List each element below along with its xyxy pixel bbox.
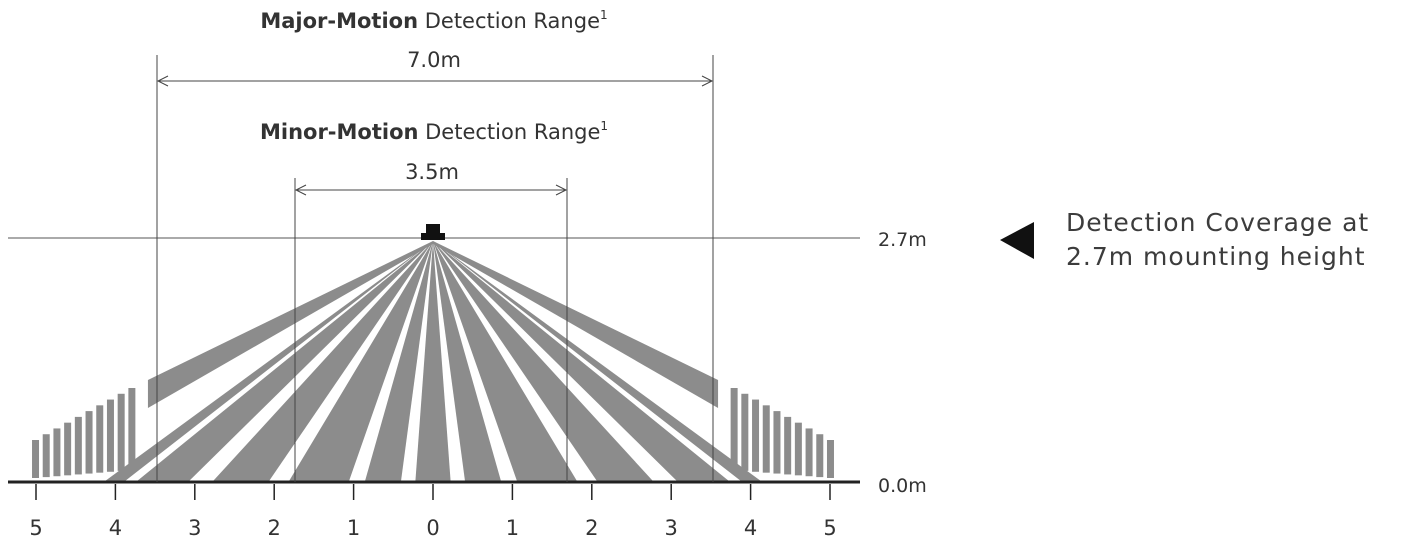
x-tick-label: 4 xyxy=(744,516,757,540)
detection-dash xyxy=(773,411,781,474)
detection-dash xyxy=(117,393,125,471)
detection-dash xyxy=(85,411,93,474)
major-range-title: Major-Motion Detection Range1 xyxy=(260,8,607,33)
mount-height-label: 2.7m xyxy=(878,229,927,251)
detection-ray xyxy=(135,241,433,482)
x-tick-label: 1 xyxy=(506,516,519,540)
left-triangle-icon xyxy=(1000,222,1034,259)
detection-dash xyxy=(74,416,82,475)
annotation-line-2: 2.7m mounting height xyxy=(1066,242,1366,271)
x-tick-label: 4 xyxy=(109,516,122,540)
detection-dash xyxy=(762,405,770,473)
outer-detection-band xyxy=(433,241,719,408)
detection-ray xyxy=(288,241,433,482)
annotation-line-1: Detection Coverage at xyxy=(1066,208,1370,237)
detection-ray xyxy=(433,241,654,482)
detection-ray xyxy=(433,241,763,482)
x-tick-label: 2 xyxy=(268,516,281,540)
detection-ray xyxy=(364,241,433,482)
detection-dash xyxy=(805,428,813,477)
outer-detection-band xyxy=(147,241,433,408)
detection-ray xyxy=(433,241,731,482)
detection-dash xyxy=(42,434,50,478)
detection-ray xyxy=(433,241,578,482)
sensor-icon xyxy=(421,224,445,240)
detection-dash xyxy=(96,405,104,473)
x-tick-label: 3 xyxy=(665,516,678,540)
x-tick-label: 2 xyxy=(585,516,598,540)
detection-dash xyxy=(106,399,114,472)
minor-range-value: 3.5m xyxy=(405,160,459,184)
x-tick-label: 5 xyxy=(29,516,42,540)
x-tick-label: 3 xyxy=(188,516,201,540)
detection-dash xyxy=(816,434,824,478)
detection-dash xyxy=(128,388,136,470)
detection-dash xyxy=(752,399,760,472)
ground-height-label: 0.0m xyxy=(878,475,927,497)
detection-ray xyxy=(212,241,433,482)
detection-dash xyxy=(32,440,40,478)
detection-dash xyxy=(64,422,72,476)
detection-ray xyxy=(433,241,502,482)
x-tick-label: 1 xyxy=(347,516,360,540)
detection-dash xyxy=(784,416,792,475)
detection-dash xyxy=(730,388,738,470)
detection-dash xyxy=(826,440,834,478)
detection-ray xyxy=(103,241,434,482)
x-axis-ticks: 5 4 3 2 1 0 1 2 3 4 5 xyxy=(29,484,837,540)
x-tick-label: 0 xyxy=(426,516,439,540)
coverage-annotation: Detection Coverage at 2.7m mounting heig… xyxy=(1066,206,1369,274)
major-range-value: 7.0m xyxy=(407,48,461,72)
minor-range-arrow xyxy=(294,184,568,196)
major-range-arrow xyxy=(156,75,714,87)
detection-rays xyxy=(32,241,834,482)
detection-dash xyxy=(794,422,802,476)
x-tick-label: 5 xyxy=(823,516,836,540)
detection-ray xyxy=(415,241,451,482)
minor-range-title: Minor-Motion Detection Range1 xyxy=(260,119,608,144)
detection-dash xyxy=(741,393,749,471)
detection-dash xyxy=(53,428,61,477)
